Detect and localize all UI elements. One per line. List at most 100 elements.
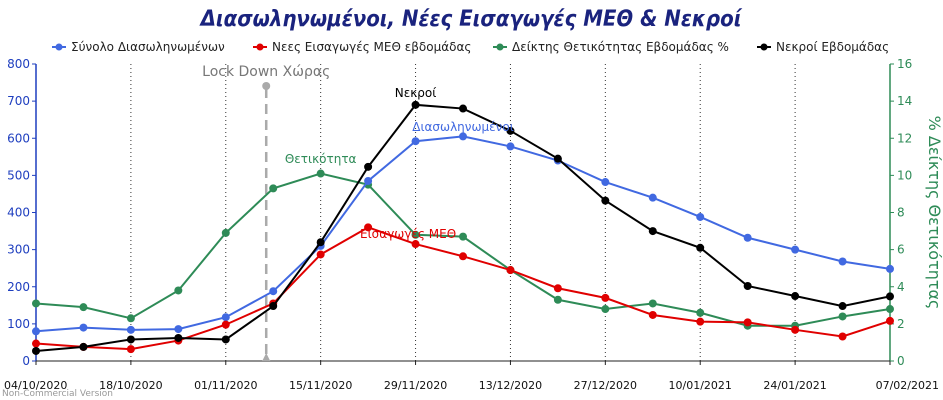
left-tick-label: 300 bbox=[7, 243, 30, 257]
data-point bbox=[316, 250, 325, 259]
annotation-positivity: Θετικότητα bbox=[285, 152, 357, 166]
data-point bbox=[743, 233, 752, 242]
left-tick-label: 800 bbox=[7, 57, 30, 71]
data-point bbox=[696, 308, 705, 317]
data-point bbox=[696, 243, 705, 252]
data-point bbox=[269, 302, 278, 311]
x-tick-label: 13/12/2020 bbox=[479, 379, 542, 392]
data-point bbox=[79, 342, 88, 351]
annotation-lockdown: Lock Down Χώρας bbox=[202, 64, 330, 80]
legend-label: Δείκτης Θετικότητας Εβδομάδας % bbox=[512, 40, 729, 54]
data-point bbox=[791, 245, 800, 254]
lockdown-dot-top bbox=[262, 82, 271, 90]
legend-swatch-dot bbox=[256, 43, 264, 51]
legend-swatch-dot bbox=[760, 43, 768, 51]
legend-label: Νεκροί Εβδομάδας bbox=[776, 40, 889, 54]
data-point bbox=[269, 184, 278, 193]
right-tick-label: 4 bbox=[897, 280, 905, 294]
data-point bbox=[32, 339, 40, 348]
left-tick-label: 200 bbox=[7, 280, 30, 294]
legend-label: Σύνολο Διασωληνωμένων bbox=[71, 40, 225, 54]
x-tick-label: 15/11/2020 bbox=[289, 379, 352, 392]
data-point bbox=[553, 284, 562, 293]
data-point bbox=[648, 193, 657, 202]
annotation-intubated: Διασωληνωμένοι bbox=[412, 120, 514, 134]
series-line bbox=[35, 103, 891, 352]
series-group bbox=[32, 100, 894, 355]
data-point bbox=[126, 345, 135, 354]
right-axis-label: % Δείκτης Θετικότητας bbox=[925, 116, 943, 310]
left-tick-label: 400 bbox=[7, 206, 30, 220]
data-point bbox=[126, 314, 135, 323]
x-tick-label: 24/01/2021 bbox=[763, 379, 826, 392]
data-point bbox=[506, 142, 515, 151]
left-tick-label: 500 bbox=[7, 168, 30, 182]
right-tick-label: 2 bbox=[897, 317, 905, 331]
annotation-icu: Εισαγωγές ΜΕΘ bbox=[360, 227, 456, 241]
data-point bbox=[886, 305, 894, 314]
data-point bbox=[601, 305, 610, 314]
data-point bbox=[601, 293, 610, 302]
legend-swatch-dot bbox=[55, 43, 63, 51]
right-tick-label: 12 bbox=[897, 131, 912, 145]
data-point bbox=[316, 238, 325, 247]
data-point bbox=[743, 282, 752, 291]
data-point bbox=[174, 325, 183, 334]
left-tick-label: 0 bbox=[22, 354, 30, 368]
x-tick-label: 04/10/2020 bbox=[4, 379, 67, 392]
watermark: Non-Commercial Version bbox=[2, 389, 113, 399]
lockdown-arrow bbox=[262, 353, 271, 361]
data-point bbox=[459, 132, 467, 141]
data-point bbox=[32, 299, 40, 308]
x-tick-label: 07/02/2021 bbox=[876, 379, 939, 392]
data-point bbox=[838, 332, 847, 341]
chart-title: Διασωληνωμένοι, Νέες Εισαγωγές ΜΕΘ & Νεκ… bbox=[199, 7, 743, 32]
data-point bbox=[126, 325, 135, 334]
data-point bbox=[601, 178, 610, 187]
annotation-deaths: Νεκροί bbox=[395, 86, 437, 100]
left-tick-label: 600 bbox=[7, 131, 30, 145]
data-point bbox=[364, 162, 373, 171]
data-point bbox=[648, 310, 657, 319]
data-point bbox=[886, 264, 894, 273]
data-point bbox=[411, 240, 420, 249]
right-tick-label: 6 bbox=[897, 243, 905, 257]
axes: 0 100 200 300 400 500 600 700 800 0 2 4 6 8 10 12 14 16 04… bbox=[4, 57, 939, 392]
legend: Σύνολο Διασωληνωμένων Νεες Εισαγωγές ΜΕΘ … bbox=[52, 40, 889, 54]
data-point bbox=[838, 312, 847, 321]
data-point bbox=[743, 318, 752, 327]
data-point bbox=[648, 299, 657, 308]
data-point bbox=[221, 313, 230, 322]
x-tick-label: 27/12/2020 bbox=[574, 379, 637, 392]
data-point bbox=[791, 325, 800, 334]
data-point bbox=[221, 335, 230, 344]
data-point bbox=[886, 316, 894, 325]
x-tick-label: 01/11/2020 bbox=[194, 379, 257, 392]
data-point bbox=[174, 333, 183, 342]
data-point bbox=[791, 292, 800, 301]
right-tick-label: 10 bbox=[897, 168, 912, 182]
legend-label: Νεες Εισαγωγές ΜΕΘ εβδομάδας bbox=[272, 40, 471, 54]
right-tick-label: 0 bbox=[897, 354, 905, 368]
data-point bbox=[696, 317, 705, 326]
data-point bbox=[459, 104, 467, 113]
lockdown-marker bbox=[262, 82, 271, 361]
x-tick-label: 10/01/2021 bbox=[669, 379, 732, 392]
data-point bbox=[553, 295, 562, 304]
data-point bbox=[174, 286, 183, 295]
data-point bbox=[459, 252, 467, 261]
data-point bbox=[32, 327, 40, 336]
data-point bbox=[838, 302, 847, 311]
data-point bbox=[459, 232, 467, 241]
data-point bbox=[886, 292, 894, 301]
data-point bbox=[838, 257, 847, 266]
left-tick-label: 700 bbox=[7, 94, 30, 108]
data-point bbox=[79, 323, 88, 332]
data-point bbox=[696, 212, 705, 221]
data-point bbox=[32, 346, 40, 355]
left-tick-label: 100 bbox=[7, 317, 30, 331]
series-line bbox=[35, 172, 891, 327]
data-point bbox=[316, 169, 325, 178]
data-point bbox=[648, 227, 657, 236]
